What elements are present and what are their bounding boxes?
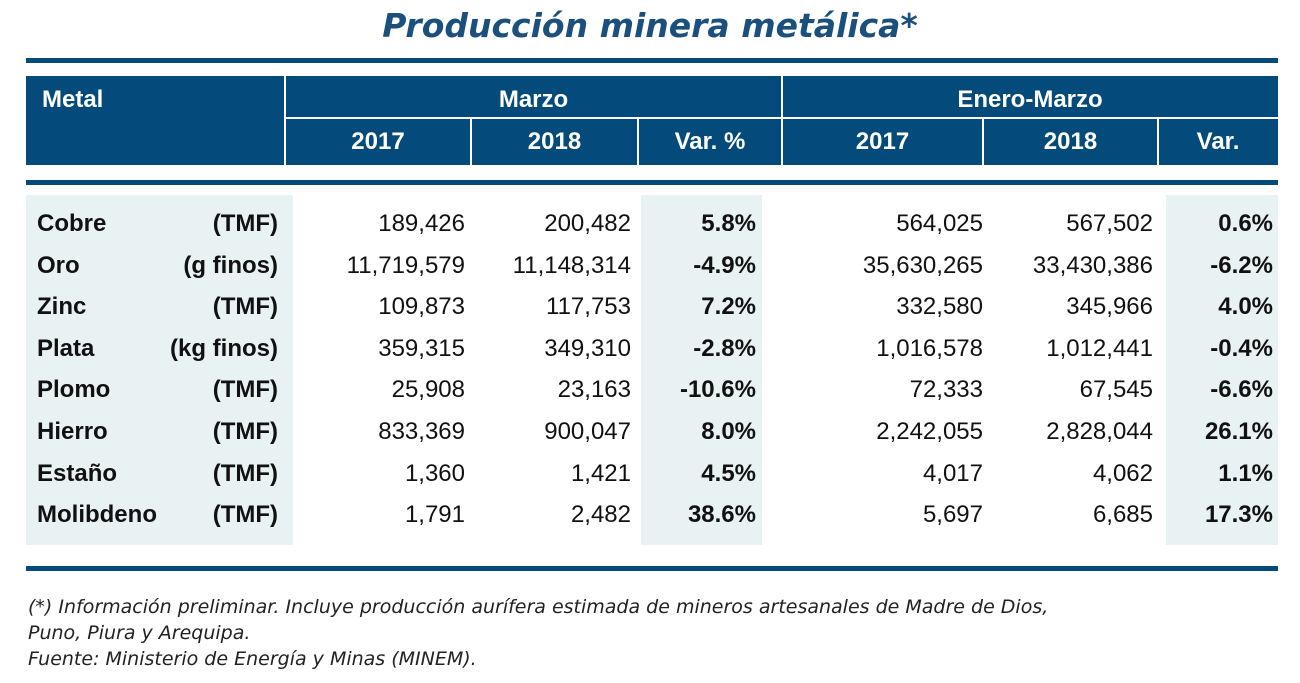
header-metal: Metal bbox=[42, 86, 104, 113]
table-row: Plomo (TMF) 25,908 23,163 -10.6% 72,333 67,545… bbox=[26, 369, 1278, 411]
value-cell: 38.6% bbox=[687, 501, 756, 529]
header-em-2018: 2018 bbox=[1043, 127, 1098, 155]
value-cell: 2,242,055 bbox=[876, 418, 983, 445]
table-row: Zinc (TMF) 109,873 117,753 7.2% 332,580 345,96… bbox=[26, 286, 1278, 328]
value-cell: 17.3% bbox=[1204, 501, 1273, 529]
value-cell: 359,315 bbox=[378, 334, 465, 362]
value-cell: 189,426 bbox=[378, 210, 465, 237]
bottom-rule bbox=[26, 566, 1278, 571]
header-enero-marzo: Enero-Marzo bbox=[957, 86, 1103, 113]
metal-unit: (TMF) bbox=[212, 501, 278, 529]
var-column-shade bbox=[641, 195, 762, 545]
footnote-line: (*) Información preliminar. Incluye prod… bbox=[28, 596, 1049, 618]
table-row: Molibdeno (TMF) 1,791 2,482 38.6% 5,697 6,685 1… bbox=[26, 494, 1278, 536]
metal-unit: (TMF) bbox=[212, 376, 278, 404]
value-cell: 200,482 bbox=[544, 210, 631, 237]
value-cell: -6.2% bbox=[1210, 251, 1273, 279]
metal-name: Plata bbox=[37, 334, 95, 362]
value-cell: 564,025 bbox=[896, 210, 983, 237]
value-cell: 6,685 bbox=[1092, 501, 1153, 529]
metal-name: Oro bbox=[37, 251, 80, 279]
metal-unit: (g finos) bbox=[183, 251, 278, 279]
header-marzo-2017: 2017 bbox=[351, 127, 405, 155]
table-header: Metal Marzo Enero-Marzo 2017 2018 Var. %… bbox=[26, 76, 1278, 165]
value-cell: 4.0% bbox=[1218, 293, 1273, 321]
value-cell: 1,012,441 bbox=[1046, 334, 1153, 362]
header-bottom-rule bbox=[26, 180, 1278, 185]
value-cell: 5,697 bbox=[922, 501, 983, 529]
table-row: Cobre (TMF) 189,426 200,482 5.8% 564,025 567,5… bbox=[26, 203, 1278, 245]
metal-name: Plomo bbox=[37, 376, 111, 404]
value-cell: -10.6% bbox=[679, 376, 756, 404]
value-cell: 900,047 bbox=[544, 418, 631, 445]
value-cell: 23,163 bbox=[557, 376, 631, 404]
value-cell: 33,430,386 bbox=[1032, 251, 1153, 279]
value-cell: 11,719,579 bbox=[346, 251, 465, 279]
table-row: Plata (kg finos) 359,315 349,310 -2.8% 1,016,… bbox=[26, 328, 1278, 370]
value-cell: 4,062 bbox=[1092, 459, 1153, 487]
metal-unit: (TMF) bbox=[212, 459, 278, 487]
table-row: Oro (g finos) 11,719,579 11,148,314 -4.9% 35,… bbox=[26, 245, 1278, 287]
metal-unit: (TMF) bbox=[212, 210, 278, 237]
value-cell: 26.1% bbox=[1204, 418, 1273, 445]
value-cell: 35,630,265 bbox=[862, 251, 983, 279]
metal-unit: (TMF) bbox=[212, 418, 278, 445]
metal-name: Zinc bbox=[37, 293, 87, 321]
value-cell: 0.6% bbox=[1218, 210, 1273, 237]
value-cell: 567,502 bbox=[1066, 210, 1153, 237]
value-cell: -4.9% bbox=[693, 251, 756, 279]
page-title: Producción minera metálica* bbox=[382, 6, 918, 45]
metal-name: Cobre bbox=[37, 210, 107, 237]
header-em-2017: 2017 bbox=[855, 127, 910, 155]
metal-unit: (kg finos) bbox=[170, 334, 278, 362]
table-row: Estaño (TMF) 1,360 1,421 4.5% 4,017 4,062 1.1% bbox=[26, 453, 1278, 495]
value-cell: -6.6% bbox=[1210, 376, 1273, 404]
value-cell: 1.1% bbox=[1218, 459, 1273, 487]
value-cell: 345,966 bbox=[1066, 293, 1153, 321]
header-em-var: Var. bbox=[1196, 127, 1240, 155]
value-cell: 72,333 bbox=[909, 376, 983, 404]
header-marzo-2018: 2018 bbox=[527, 127, 582, 155]
value-cell: 332,580 bbox=[896, 293, 983, 321]
header-marzo-var: Var. % bbox=[674, 127, 746, 155]
value-cell: 8.0% bbox=[701, 418, 756, 445]
metal-name: Molibdeno bbox=[37, 501, 157, 529]
value-cell: 1,791 bbox=[404, 501, 465, 529]
metal-name: Hierro bbox=[37, 418, 108, 445]
header-marzo: Marzo bbox=[498, 86, 569, 113]
value-cell: 4.5% bbox=[701, 459, 756, 487]
value-cell: 67,545 bbox=[1079, 376, 1153, 404]
value-cell: 1,360 bbox=[404, 459, 465, 487]
table-row: Hierro (TMF) 833,369 900,047 8.0% 2,242,055 2,… bbox=[26, 411, 1278, 453]
metal-name: Estaño bbox=[37, 459, 118, 487]
var2-column-shade bbox=[1166, 195, 1278, 545]
metal-unit: (TMF) bbox=[212, 293, 278, 321]
value-cell: 4,017 bbox=[922, 459, 983, 487]
footnote-line: Puno, Piura y Arequipa. bbox=[28, 622, 251, 644]
value-cell: 11,148,314 bbox=[512, 251, 631, 279]
value-cell: 349,310 bbox=[544, 334, 631, 362]
value-cell: 109,873 bbox=[378, 293, 465, 321]
value-cell: 2,828,044 bbox=[1046, 418, 1153, 445]
value-cell: 1,421 bbox=[570, 459, 631, 487]
value-cell: 1,016,578 bbox=[876, 334, 983, 362]
value-cell: -0.4% bbox=[1210, 334, 1273, 362]
source-line: Fuente: Ministerio de Energía y Minas (M… bbox=[28, 648, 477, 670]
value-cell: 2,482 bbox=[570, 501, 631, 529]
value-cell: 5.8% bbox=[701, 210, 756, 237]
value-cell: -2.8% bbox=[693, 334, 756, 362]
metal-column-shade bbox=[26, 195, 293, 545]
value-cell: 833,369 bbox=[378, 418, 465, 445]
value-cell: 117,753 bbox=[546, 293, 631, 321]
value-cell: 25,908 bbox=[391, 376, 465, 404]
top-rule bbox=[26, 58, 1278, 63]
value-cell: 7.2% bbox=[701, 293, 756, 321]
